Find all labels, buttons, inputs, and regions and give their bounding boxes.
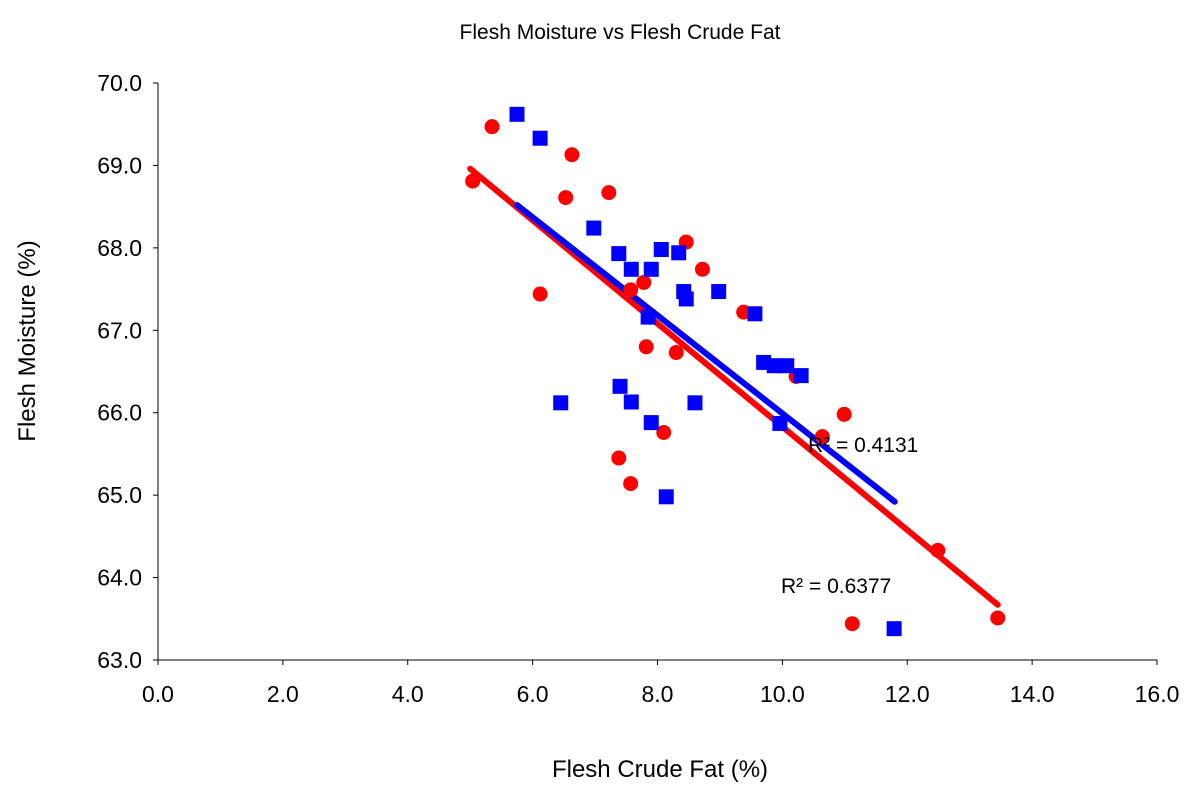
- trendline: [514, 201, 898, 505]
- data-point-circle: [836, 406, 852, 422]
- data-point-square: [747, 306, 763, 322]
- x-tick-label: 10.0: [760, 681, 805, 707]
- y-axis-label: Flesh Moisture (%): [14, 240, 41, 441]
- data-point-circle: [638, 339, 654, 355]
- trendline: [467, 165, 1001, 608]
- data-point-square: [671, 245, 687, 261]
- x-axis-label: Flesh Crude Fat (%): [552, 756, 768, 783]
- data-point-square: [886, 621, 902, 637]
- data-point-square: [772, 415, 788, 431]
- x-axis-ticks: 0.0 2.0 4.0 6.0 8.0 10.0 12.0 14.0 16.0: [142, 660, 1179, 707]
- data-point-circle: [930, 542, 946, 558]
- data-point-square: [793, 368, 809, 384]
- data-point-square: [779, 358, 795, 374]
- chart-title: Flesh Moisture vs Flesh Crude Fat: [460, 21, 781, 44]
- data-point-circle: [484, 119, 500, 135]
- plot-area: 63.0 64.0 65.0 66.0 67.0 68.0 69.0 70.0 0.0 2.0 4…: [97, 70, 1179, 707]
- x-tick-label: 0.0: [142, 681, 174, 707]
- data-point-circle: [656, 424, 672, 440]
- y-tick-label: 69.0: [97, 152, 142, 178]
- data-point-square: [678, 291, 694, 307]
- y-tick-label: 66.0: [97, 400, 142, 426]
- y-tick-label: 70.0: [97, 70, 142, 96]
- data-point-square: [623, 394, 639, 410]
- y-tick-label: 68.0: [97, 235, 142, 261]
- data-point-circle: [465, 173, 481, 189]
- x-tick-label: 12.0: [885, 681, 930, 707]
- y-tick-label: 63.0: [97, 647, 142, 673]
- data-point-circle: [668, 345, 684, 361]
- data-point-circle: [623, 476, 639, 492]
- data-point-circle: [564, 147, 580, 163]
- x-tick-label: 2.0: [267, 681, 299, 707]
- data-point-circle: [814, 429, 830, 445]
- data-point-square: [612, 378, 628, 394]
- x-tick-label: 14.0: [1010, 681, 1055, 707]
- r-squared-labels: R² = 0.4131 R² = 0.6377: [781, 434, 918, 598]
- x-tick-label: 6.0: [517, 681, 549, 707]
- data-point-circle: [558, 190, 574, 206]
- data-point-square: [687, 395, 703, 411]
- data-point-circle: [844, 616, 860, 632]
- data-point-square: [611, 246, 627, 262]
- data-point-square: [766, 358, 782, 374]
- r-squared-label: R² = 0.6377: [781, 575, 891, 598]
- data-point-circle: [636, 274, 652, 290]
- x-tick-label: 8.0: [642, 681, 674, 707]
- data-point-square: [509, 106, 525, 122]
- data-point-square: [532, 130, 548, 146]
- trendlines: [467, 165, 1001, 608]
- y-tick-label: 64.0: [97, 565, 142, 591]
- data-point-square: [623, 261, 639, 277]
- data-point-square: [640, 309, 656, 325]
- y-tick-label: 67.0: [97, 317, 142, 343]
- x-tick-label: 16.0: [1135, 681, 1180, 707]
- data-point-square: [658, 489, 674, 505]
- data-point-square: [711, 284, 727, 300]
- data-point-circle: [611, 450, 627, 466]
- y-tick-label: 65.0: [97, 482, 142, 508]
- x-tick-label: 4.0: [392, 681, 424, 707]
- data-point-square: [643, 261, 659, 277]
- r-squared-label: R² = 0.4131: [808, 434, 918, 457]
- data-point-square: [653, 242, 669, 258]
- data-point-square: [586, 220, 602, 236]
- data-point-circle: [601, 185, 617, 201]
- data-point-square: [553, 395, 569, 411]
- data-markers: [465, 106, 1006, 637]
- y-axis-ticks: 63.0 64.0 65.0 66.0 67.0 68.0 69.0 70.0: [97, 70, 158, 673]
- data-point-circle: [694, 261, 710, 277]
- data-point-circle: [990, 610, 1006, 626]
- data-point-square: [643, 415, 659, 431]
- data-point-circle: [623, 282, 639, 298]
- data-point-circle: [532, 286, 548, 302]
